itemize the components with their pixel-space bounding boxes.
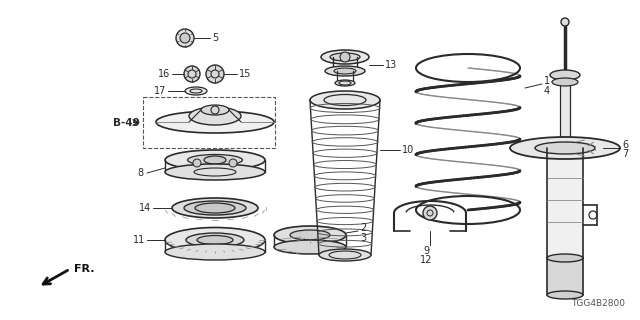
Circle shape — [561, 18, 569, 26]
Text: 6: 6 — [622, 140, 628, 150]
Ellipse shape — [334, 68, 356, 74]
Text: 4: 4 — [544, 86, 550, 96]
Circle shape — [193, 159, 201, 167]
Ellipse shape — [319, 249, 371, 261]
Ellipse shape — [290, 230, 330, 240]
Ellipse shape — [197, 236, 233, 244]
Ellipse shape — [189, 107, 241, 125]
Ellipse shape — [550, 70, 580, 80]
Bar — [547, 148, 583, 258]
Ellipse shape — [201, 105, 229, 115]
Text: 10: 10 — [402, 145, 414, 155]
Text: 3: 3 — [360, 233, 366, 243]
Ellipse shape — [552, 78, 578, 86]
Text: 17: 17 — [154, 86, 166, 96]
Ellipse shape — [172, 198, 258, 218]
Text: 11: 11 — [132, 235, 145, 245]
Ellipse shape — [204, 156, 226, 164]
Circle shape — [184, 66, 200, 82]
Text: FR.: FR. — [74, 264, 95, 274]
Ellipse shape — [510, 137, 620, 159]
Bar — [560, 72, 570, 148]
Circle shape — [180, 33, 190, 43]
Circle shape — [340, 52, 350, 62]
Text: 13: 13 — [385, 60, 397, 70]
Text: 7: 7 — [622, 149, 628, 159]
Ellipse shape — [274, 240, 346, 254]
Ellipse shape — [165, 164, 265, 180]
Text: TGG4B2800: TGG4B2800 — [571, 299, 625, 308]
Text: 8: 8 — [137, 168, 143, 178]
Ellipse shape — [156, 111, 274, 133]
Circle shape — [206, 65, 224, 83]
Ellipse shape — [330, 53, 360, 61]
Ellipse shape — [274, 226, 346, 244]
Bar — [547, 258, 583, 295]
Ellipse shape — [321, 50, 369, 64]
Ellipse shape — [165, 244, 265, 260]
Text: 12: 12 — [420, 255, 432, 265]
Text: 9: 9 — [423, 246, 429, 256]
Text: 14: 14 — [139, 203, 151, 213]
Circle shape — [176, 29, 194, 47]
Text: B-49: B-49 — [113, 117, 140, 127]
Ellipse shape — [185, 87, 207, 95]
Bar — [143, 97, 275, 148]
Circle shape — [423, 206, 437, 220]
Ellipse shape — [335, 80, 355, 86]
Text: 1: 1 — [544, 76, 550, 86]
Ellipse shape — [325, 66, 365, 76]
Ellipse shape — [310, 91, 380, 109]
Text: 2: 2 — [360, 223, 366, 233]
Text: 5: 5 — [212, 33, 218, 43]
Ellipse shape — [535, 142, 595, 154]
Ellipse shape — [547, 291, 583, 299]
Text: 15: 15 — [239, 69, 252, 79]
Ellipse shape — [195, 203, 235, 213]
Ellipse shape — [165, 228, 265, 252]
Ellipse shape — [184, 201, 246, 215]
Ellipse shape — [188, 155, 243, 165]
Ellipse shape — [547, 254, 583, 262]
Text: 16: 16 — [157, 69, 170, 79]
Circle shape — [229, 159, 237, 167]
Ellipse shape — [165, 150, 265, 170]
Ellipse shape — [186, 233, 244, 247]
